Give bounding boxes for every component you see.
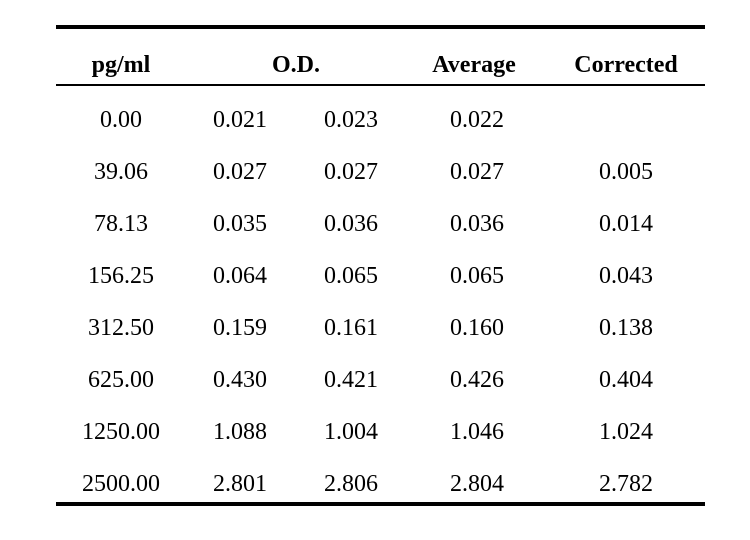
cell-concentration: 625.00 — [88, 367, 154, 393]
cell-od-2: 0.161 — [324, 315, 378, 341]
table-row: 312.50 0.159 0.161 0.160 0.138 — [0, 312, 750, 344]
cell-corrected: 0.014 — [599, 211, 653, 237]
table-row: 1250.00 1.088 1.004 1.046 1.024 — [0, 416, 750, 448]
cell-concentration: 2500.00 — [82, 471, 160, 497]
cell-od-1: 1.088 — [213, 419, 267, 445]
cell-average: 0.065 — [450, 263, 504, 289]
cell-corrected: 0.005 — [599, 159, 653, 185]
table-row: 78.13 0.035 0.036 0.036 0.014 — [0, 208, 750, 240]
table-row: 0.00 0.021 0.023 0.022 — [0, 104, 750, 136]
cell-corrected: 0.043 — [599, 263, 653, 289]
cell-corrected: 0.404 — [599, 367, 653, 393]
cell-od-2: 0.421 — [324, 367, 378, 393]
cell-average: 1.046 — [450, 419, 504, 445]
cell-od-2: 0.065 — [324, 263, 378, 289]
table-row: 156.25 0.064 0.065 0.065 0.043 — [0, 260, 750, 292]
cell-od-2: 1.004 — [324, 419, 378, 445]
cell-average: 0.022 — [450, 107, 504, 133]
cell-od-1: 2.801 — [213, 471, 267, 497]
cell-od-1: 0.430 — [213, 367, 267, 393]
cell-od-2: 0.027 — [324, 159, 378, 185]
cell-od-2: 0.023 — [324, 107, 378, 133]
cell-od-2: 2.806 — [324, 471, 378, 497]
cell-concentration: 1250.00 — [82, 419, 160, 445]
table-row: 2500.00 2.801 2.806 2.804 2.782 — [0, 468, 750, 500]
cell-corrected: 0.138 — [599, 315, 653, 341]
cell-concentration: 78.13 — [94, 211, 148, 237]
table-row: 625.00 0.430 0.421 0.426 0.404 — [0, 364, 750, 396]
cell-average: 0.036 — [450, 211, 504, 237]
cell-concentration: 0.00 — [100, 107, 142, 133]
cell-concentration: 156.25 — [88, 263, 154, 289]
header-od: O.D. — [272, 52, 320, 78]
cell-od-1: 0.027 — [213, 159, 267, 185]
cell-average: 0.426 — [450, 367, 504, 393]
cell-concentration: 39.06 — [94, 159, 148, 185]
header-concentration: pg/ml — [91, 52, 151, 78]
cell-corrected: 2.782 — [599, 471, 653, 497]
table-header-rule — [56, 84, 705, 86]
cell-concentration: 312.50 — [88, 315, 154, 341]
table-row: 39.06 0.027 0.027 0.027 0.005 — [0, 156, 750, 188]
table-bottom-rule — [56, 502, 705, 506]
header-corrected: Corrected — [574, 52, 678, 78]
table-top-rule — [56, 25, 705, 29]
cell-od-1: 0.064 — [213, 263, 267, 289]
cell-average: 0.027 — [450, 159, 504, 185]
header-average: Average — [432, 52, 516, 78]
cell-corrected: 1.024 — [599, 419, 653, 445]
cell-od-2: 0.036 — [324, 211, 378, 237]
cell-od-1: 0.035 — [213, 211, 267, 237]
cell-average: 2.804 — [450, 471, 504, 497]
cell-od-1: 0.021 — [213, 107, 267, 133]
cell-average: 0.160 — [450, 315, 504, 341]
cell-od-1: 0.159 — [213, 315, 267, 341]
